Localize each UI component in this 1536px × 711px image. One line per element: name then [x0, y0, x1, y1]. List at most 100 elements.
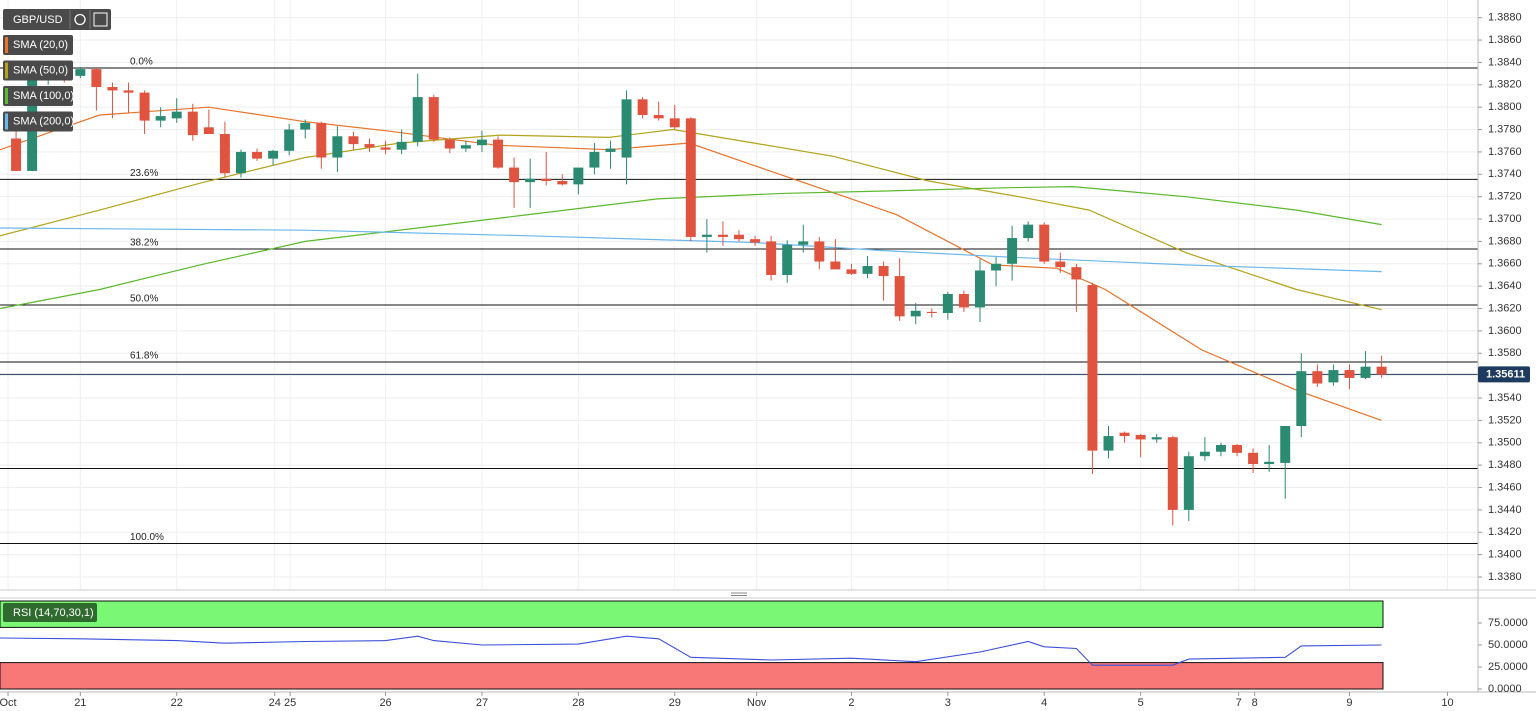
candle-body: [1183, 456, 1194, 510]
rsi-band: [0, 662, 1384, 690]
y-tick-label: 1.3520: [1488, 414, 1522, 426]
y-tick-label: 1.3820: [1488, 79, 1522, 91]
legend-box: [3, 111, 73, 132]
candle-body: [750, 239, 761, 243]
y-tick-label: 1.3720: [1488, 191, 1522, 203]
legend-box: [3, 60, 73, 81]
legend-item[interactable]: SMA (200,0): [3, 111, 74, 132]
candle-body: [910, 310, 921, 317]
legend-label: RSI (14,70,30,1): [13, 607, 94, 619]
rsi-line: [0, 635, 1382, 666]
x-tick-label: 25: [284, 697, 296, 709]
legend-swatch: [5, 88, 8, 104]
candle-body: [476, 139, 487, 146]
candle-body: [11, 138, 22, 171]
candle-body: [669, 118, 680, 128]
y-tick-label: 1.3440: [1488, 504, 1522, 516]
symbol-box[interactable]: [3, 9, 111, 30]
fib-label: 100.0%: [130, 532, 164, 543]
y-tick-label: 0.0000: [1488, 683, 1522, 695]
candle-body: [958, 293, 969, 308]
y-tick-label: 1.3480: [1488, 459, 1522, 471]
sma-line: [0, 185, 1382, 310]
candle-body: [300, 122, 311, 130]
x-tick-label: 21: [74, 697, 86, 709]
y-tick-label: 1.3780: [1488, 123, 1522, 135]
candle-body: [1296, 371, 1307, 426]
x-tick-label: 8: [1252, 697, 1258, 709]
x-tick-label: 26: [379, 697, 391, 709]
candle-body: [91, 69, 102, 88]
x-tick-label: 27: [476, 697, 488, 709]
rsi-band: [0, 600, 1384, 628]
y-tick-label: 1.3860: [1488, 34, 1522, 46]
candle-body: [187, 111, 198, 136]
candle-body: [991, 263, 1002, 271]
candle-body: [621, 99, 632, 158]
y-tick-label: 1.3380: [1488, 571, 1522, 583]
legend-swatch: [5, 37, 8, 53]
candle-body: [830, 261, 841, 270]
candle-body: [460, 145, 471, 149]
legend-item[interactable]: SMA (50,0): [3, 60, 73, 81]
candle-body: [525, 178, 536, 183]
candle-body: [814, 241, 825, 262]
x-tick-label: Oct: [0, 697, 17, 709]
y-tick-label: 1.3460: [1488, 481, 1522, 493]
fib-label: 50.0%: [130, 294, 158, 305]
candle-body: [268, 150, 279, 159]
legend-label: SMA (50,0): [13, 64, 68, 76]
legend-label: SMA (20,0): [13, 39, 68, 51]
candle-body: [1007, 238, 1018, 264]
x-tick-label: 28: [572, 697, 584, 709]
legend-item[interactable]: SMA (20,0): [3, 35, 73, 55]
y-tick-label: 1.3800: [1488, 101, 1522, 113]
candle-body: [685, 118, 696, 237]
x-tick-label: 29: [669, 697, 681, 709]
x-tick-label: 5: [1138, 697, 1144, 709]
refresh-icon[interactable]: [74, 13, 86, 26]
candle-body: [380, 147, 391, 150]
candle-body: [926, 311, 937, 314]
y-tick-label: 1.3760: [1488, 146, 1522, 158]
candle-body: [364, 144, 375, 148]
candle-body: [1280, 425, 1291, 463]
candle-body: [557, 181, 568, 185]
candle-body: [412, 97, 423, 142]
legend-box: [3, 86, 73, 106]
candle-body: [235, 151, 246, 174]
legend-item[interactable]: SMA (100,0): [3, 86, 74, 106]
candle-body: [1167, 437, 1178, 510]
y-tick-label: 1.3420: [1488, 526, 1522, 538]
candle-body: [1055, 261, 1066, 268]
y-tick-label: 1.3680: [1488, 235, 1522, 247]
candle-body: [509, 167, 520, 183]
legend-box: [3, 35, 73, 55]
y-tick-label: 1.3840: [1488, 56, 1522, 68]
candle-body: [653, 115, 664, 119]
y-tick-label: 50.0000: [1488, 639, 1528, 651]
y-tick-label: 25.0000: [1488, 661, 1528, 673]
last-price-tag: [1478, 366, 1530, 383]
candle-body: [1119, 432, 1130, 437]
x-tick-label: 2: [848, 697, 854, 709]
candle-body: [573, 167, 584, 185]
candle-body: [1328, 370, 1339, 383]
y-tick-label: 1.3660: [1488, 258, 1522, 270]
y-tick-label: 75.0000: [1488, 617, 1528, 629]
settings-icon[interactable]: [93, 12, 108, 27]
candle-body: [1248, 452, 1259, 465]
legend-swatch: [5, 62, 8, 79]
candle-body: [1135, 434, 1146, 440]
candle-body: [316, 122, 327, 158]
sma-line: [0, 128, 1382, 311]
candle-body: [734, 234, 744, 240]
candle-body: [1360, 366, 1371, 378]
grid: [0, 0, 1478, 690]
y-tick-label: 1.3500: [1488, 437, 1522, 449]
price-panel: [0, 0, 1478, 590]
candle-body: [1264, 461, 1275, 465]
resize-handle[interactable]: [731, 592, 747, 596]
candle-body: [155, 116, 166, 121]
